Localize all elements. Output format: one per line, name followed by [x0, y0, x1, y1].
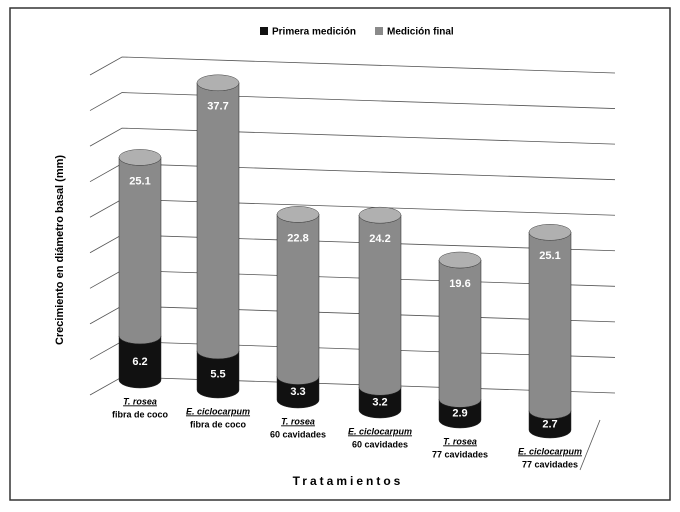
- bar-top: [358, 206, 402, 224]
- legend-label: Medición final: [387, 27, 454, 38]
- legend-label: Primera medición: [272, 27, 356, 38]
- value-label: 2.9: [452, 408, 467, 420]
- value-label: 19.6: [449, 278, 470, 290]
- bar-top: [528, 224, 572, 241]
- bar-top: [438, 251, 482, 269]
- value-label: 3.2: [372, 397, 387, 409]
- grid-line: [89, 92, 616, 111]
- y-axis-label: Crecimiento en diámetro basal (mm): [54, 155, 66, 345]
- x-tick-label: 60 cavidades: [352, 439, 408, 449]
- x-tick-label: E. ciclocarpum: [518, 446, 582, 456]
- value-label: 24.2: [369, 233, 390, 245]
- bar-top: [276, 206, 320, 223]
- x-tick-label: fibra de coco: [190, 419, 247, 429]
- grid-line: [89, 56, 616, 76]
- value-label: 37.7: [207, 101, 228, 113]
- grid-line: [89, 127, 616, 147]
- value-label: 25.1: [539, 250, 560, 262]
- x-tick-label: T. rosea: [281, 416, 315, 426]
- bar-top: [118, 149, 162, 166]
- value-label: 25.1: [129, 175, 150, 187]
- legend-swatch: [375, 27, 383, 35]
- x-tick-label: T. rosea: [123, 396, 157, 406]
- x-tick-label: fibra de coco: [112, 409, 169, 419]
- value-label: 2.7: [542, 418, 557, 430]
- legend-swatch: [260, 27, 268, 35]
- x-tick-label: E. ciclocarpum: [348, 426, 412, 436]
- bar-segment: [196, 82, 240, 360]
- x-tick-label: 77 cavidades: [432, 449, 488, 459]
- x-tick-label: 60 cavidades: [270, 429, 326, 439]
- x-axis-label: Tratamientos: [293, 474, 404, 488]
- value-label: 5.5: [210, 368, 225, 380]
- value-label: 22.8: [287, 232, 308, 244]
- bar-top: [196, 74, 240, 92]
- x-tick-label: T. rosea: [443, 436, 477, 446]
- x-tick-label: E. ciclocarpum: [186, 406, 250, 416]
- floor-edge: [579, 419, 601, 471]
- x-tick-label: 77 cavidades: [522, 459, 578, 469]
- value-label: 3.3: [290, 386, 305, 398]
- value-label: 6.2: [132, 356, 147, 368]
